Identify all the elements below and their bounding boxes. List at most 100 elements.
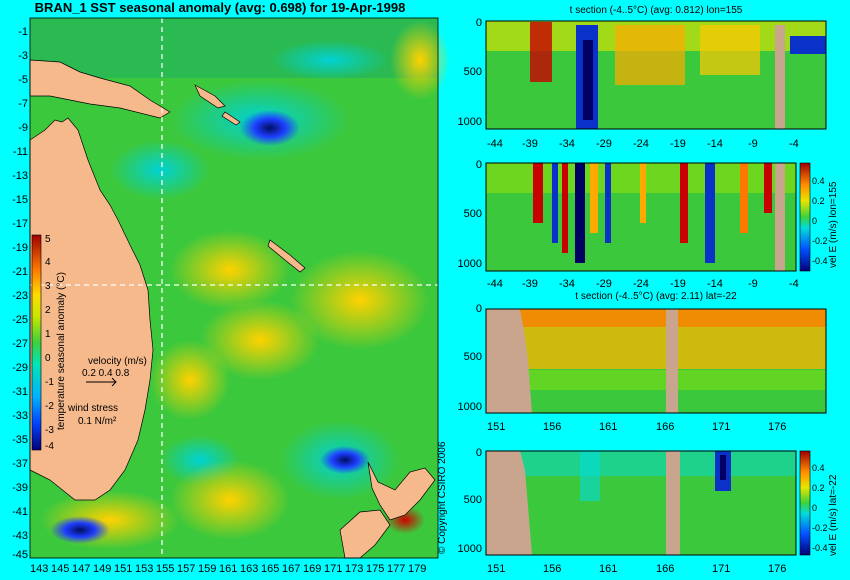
- map-ytick: -9: [18, 122, 28, 134]
- vel-tick: 0.2: [812, 196, 825, 206]
- lon-tick: 161: [599, 563, 618, 575]
- lat-tick: -9: [748, 278, 758, 290]
- colorbar-tick: 3: [45, 281, 51, 292]
- map-xtick: 167: [282, 563, 301, 575]
- colorbar-tick: 4: [45, 257, 51, 268]
- lat-tick: -29: [596, 138, 612, 150]
- map-ytick: -37: [12, 458, 28, 470]
- map-xtick: 151: [114, 563, 133, 575]
- map-ytick: -41: [12, 506, 28, 518]
- section-panel-2: [485, 162, 811, 272]
- map-ytick: -27: [12, 338, 28, 350]
- depth-tick: 0: [475, 17, 482, 29]
- colorbar-tick: 2: [45, 305, 51, 316]
- solomon-islands: [194, 84, 241, 126]
- velocity-colorbar-1-label: vel E (m/s) lon=155: [828, 181, 839, 268]
- lat-tick: -29: [596, 278, 612, 290]
- map-ytick: -35: [12, 434, 28, 446]
- map-ytick: -5: [18, 74, 28, 86]
- depth-tick: 1000: [457, 401, 482, 413]
- lat-tick: -4: [789, 278, 799, 290]
- lat-tick: -19: [670, 138, 686, 150]
- lat-tick: -24: [633, 278, 649, 290]
- vel-tick: -0.4: [812, 256, 828, 266]
- lat-tick: -44: [487, 278, 503, 290]
- vel-tick: 0.4: [812, 463, 825, 473]
- lat-tick: -14: [707, 138, 723, 150]
- colorbar-tick: 5: [45, 234, 51, 245]
- anomaly-colorbar: [31, 234, 42, 451]
- map-ytick: -23: [12, 290, 28, 302]
- map-ytick: -11: [12, 146, 28, 158]
- map-ytick: -15: [12, 194, 28, 206]
- colorbar-tick: -4: [45, 441, 54, 452]
- section-panel-4: [485, 450, 811, 556]
- wind-legend-label: wind stress: [68, 403, 119, 414]
- lat-tick: -14: [707, 278, 723, 290]
- map-ytick: -45: [12, 549, 28, 561]
- map-ytick: -33: [12, 410, 28, 422]
- colorbar-tick: -1: [45, 377, 54, 388]
- land-masses: [29, 59, 436, 559]
- velocity-legend-scale: 0.2 0.4 0.8: [82, 368, 130, 379]
- depth-tick: 500: [463, 66, 482, 78]
- map-ytick: -43: [12, 530, 28, 542]
- colorbar-tick: 0: [45, 353, 51, 364]
- section-title-1: t section (-4..5°C) (avg: 0.812) lon=155: [569, 5, 743, 16]
- vel-tick: -0.2: [812, 523, 828, 533]
- map-ytick: -21: [12, 266, 28, 278]
- map-xtick: 169: [303, 563, 322, 575]
- lat-tick: -4: [789, 138, 799, 150]
- map-xtick: 171: [324, 563, 343, 575]
- map-xtick: 179: [408, 563, 427, 575]
- lon-tick: 171: [712, 563, 731, 575]
- map-xtick: 175: [366, 563, 385, 575]
- map-xtick: 157: [177, 563, 196, 575]
- depth-tick: 1000: [457, 258, 482, 270]
- depth-tick: 0: [475, 447, 482, 459]
- vel-tick: 0.4: [812, 176, 825, 186]
- map-ytick: -19: [12, 242, 28, 254]
- map-xtick: 143: [30, 563, 49, 575]
- colorbar-label: temperature seasonal anomaly (°C): [56, 272, 67, 430]
- lon-tick: 176: [768, 421, 787, 433]
- lon-tick: 156: [543, 421, 562, 433]
- australia-landmass: [29, 117, 154, 501]
- velocity-scale-arrow: [86, 377, 117, 387]
- depth-tick: 0: [475, 159, 482, 171]
- map-xtick: 161: [219, 563, 238, 575]
- map-ytick: -39: [12, 482, 28, 494]
- lat-tick: -24: [633, 138, 649, 150]
- vel-tick: 0: [812, 503, 818, 513]
- map-xtick: 153: [135, 563, 154, 575]
- map-xtick: 173: [345, 563, 364, 575]
- lat-tick: -19: [670, 278, 686, 290]
- map-xtick: 147: [72, 563, 91, 575]
- map-xtick: 159: [198, 563, 217, 575]
- map-xtick: 149: [93, 563, 112, 575]
- lon-tick: 176: [768, 563, 787, 575]
- lat-tick: -39: [522, 138, 538, 150]
- section-panel-1: [485, 20, 827, 130]
- map-ytick: -17: [12, 218, 28, 230]
- depth-tick: 500: [463, 351, 482, 363]
- lon-tick: 156: [543, 563, 562, 575]
- lon-tick: 151: [487, 563, 506, 575]
- velocity-colorbar-2-label: vel E (m/s) lat=-22: [828, 474, 839, 556]
- colorbar-tick: -3: [45, 425, 54, 436]
- depth-tick: 500: [463, 494, 482, 506]
- vel-tick: -0.4: [812, 543, 828, 553]
- lon-tick: 161: [599, 421, 618, 433]
- map-ytick: -13: [12, 170, 28, 182]
- map-xtick: 163: [240, 563, 259, 575]
- depth-tick: 0: [475, 303, 482, 315]
- depth-tick: 500: [463, 208, 482, 220]
- map-ytick: -3: [18, 50, 28, 62]
- map-ytick: -25: [12, 314, 28, 326]
- new-caledonia-island: [267, 239, 306, 273]
- lon-tick: 171: [712, 421, 731, 433]
- lat-tick: -9: [748, 138, 758, 150]
- colorbar-tick: -2: [45, 401, 54, 412]
- lon-tick: 166: [656, 421, 675, 433]
